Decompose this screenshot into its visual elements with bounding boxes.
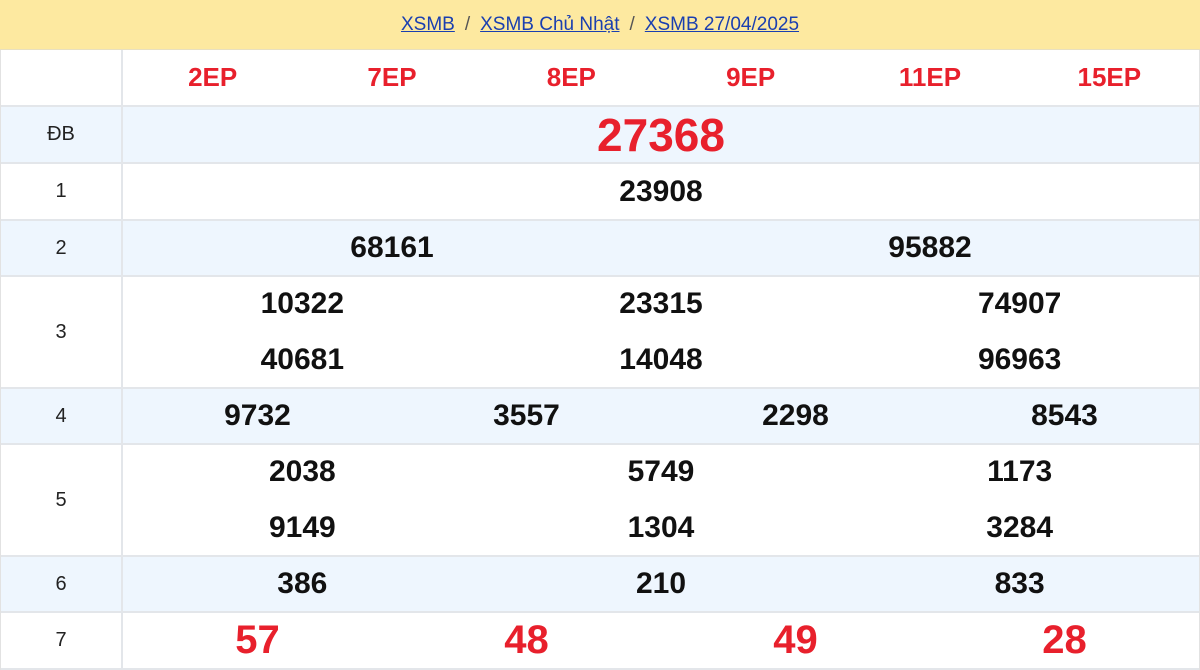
prize-number: 23908 bbox=[619, 174, 703, 208]
code-label-cell bbox=[1, 50, 123, 105]
prize-number: 57 bbox=[235, 618, 280, 662]
prize-label: ĐB bbox=[1, 107, 123, 162]
prize-number: 23315 bbox=[619, 287, 703, 320]
prize-label: 3 bbox=[1, 277, 123, 387]
prize-number: 3284 bbox=[986, 511, 1054, 544]
prize-number: 2298 bbox=[762, 399, 829, 432]
prize-number: 10322 bbox=[260, 287, 345, 320]
prize-label: 6 bbox=[1, 557, 123, 611]
prize-code: 15EP bbox=[1077, 62, 1142, 92]
prize-label: 4 bbox=[1, 389, 123, 443]
prize-number: 40681 bbox=[260, 343, 345, 376]
breadcrumb-separator: / bbox=[464, 13, 471, 35]
prize-number: 1173 bbox=[987, 455, 1053, 488]
prize-row: 6 386 210 833 bbox=[1, 557, 1199, 613]
prize-number: 68161 bbox=[350, 231, 434, 264]
prize-number: 49 bbox=[773, 618, 818, 662]
code-row: 2EP 7EP 8EP 9EP 11EP 15EP bbox=[1, 50, 1199, 107]
prize-label: 7 bbox=[1, 613, 123, 668]
prize-number: 8543 bbox=[1031, 399, 1098, 432]
prize-number: 96963 bbox=[977, 343, 1062, 376]
prize-number: 9149 bbox=[268, 511, 336, 544]
prize-number: 48 bbox=[504, 618, 549, 662]
prize-row: ĐB 27368 bbox=[1, 107, 1199, 164]
breadcrumb-separator: / bbox=[629, 13, 635, 35]
prize-number: 74907 bbox=[977, 287, 1062, 320]
prize-code: 8EP bbox=[546, 62, 596, 92]
breadcrumb-link-sunday[interactable]: XSMB Chủ Nhật bbox=[480, 13, 620, 35]
prize-row: 7 57 48 49 28 bbox=[1, 613, 1199, 670]
prize-number: 14048 bbox=[619, 343, 703, 376]
prize-number: 27368 bbox=[597, 108, 725, 161]
prize-number: 3557 bbox=[493, 399, 560, 432]
prize-row: 3 10322 23315 74907 40681 14048 96963 bbox=[1, 277, 1199, 389]
prize-row: 1 23908 bbox=[1, 164, 1199, 221]
prize-number: 95882 bbox=[888, 231, 972, 264]
prize-number: 833 bbox=[994, 567, 1045, 600]
prize-row: 5 2038 5749 1173 9149 1304 3284 bbox=[1, 445, 1199, 557]
prize-code: 2EP bbox=[188, 62, 238, 92]
breadcrumb-link-xsmb[interactable]: XSMB bbox=[400, 13, 455, 35]
prize-number: 5749 bbox=[627, 455, 695, 488]
prize-number: 386 bbox=[277, 567, 328, 600]
prize-number: 2038 bbox=[268, 455, 336, 488]
prize-row: 2 68161 95882 bbox=[1, 221, 1199, 277]
breadcrumb-link-date[interactable]: XSMB 27/04/2025 bbox=[644, 13, 800, 35]
prize-label: 1 bbox=[1, 164, 123, 219]
prize-number: 9732 bbox=[224, 399, 291, 432]
prize-number: 1304 bbox=[627, 511, 695, 544]
prize-code: 9EP bbox=[726, 62, 776, 92]
prize-code: 11EP bbox=[898, 62, 962, 92]
prize-label: 5 bbox=[1, 445, 123, 555]
prize-number: 210 bbox=[635, 567, 687, 600]
prize-label: 2 bbox=[1, 221, 123, 275]
prize-number: 28 bbox=[1042, 618, 1087, 662]
results-table: 2EP 7EP 8EP 9EP 11EP 15EP ĐB 27368 1 23908 2 68161 9… bbox=[0, 50, 1200, 670]
breadcrumb: XSMB / XSMB Chủ Nhật / XSMB 27/04/2025 bbox=[0, 0, 1200, 50]
prize-row: 4 9732 3557 2298 8543 bbox=[1, 389, 1199, 445]
prize-code: 7EP bbox=[367, 62, 417, 92]
